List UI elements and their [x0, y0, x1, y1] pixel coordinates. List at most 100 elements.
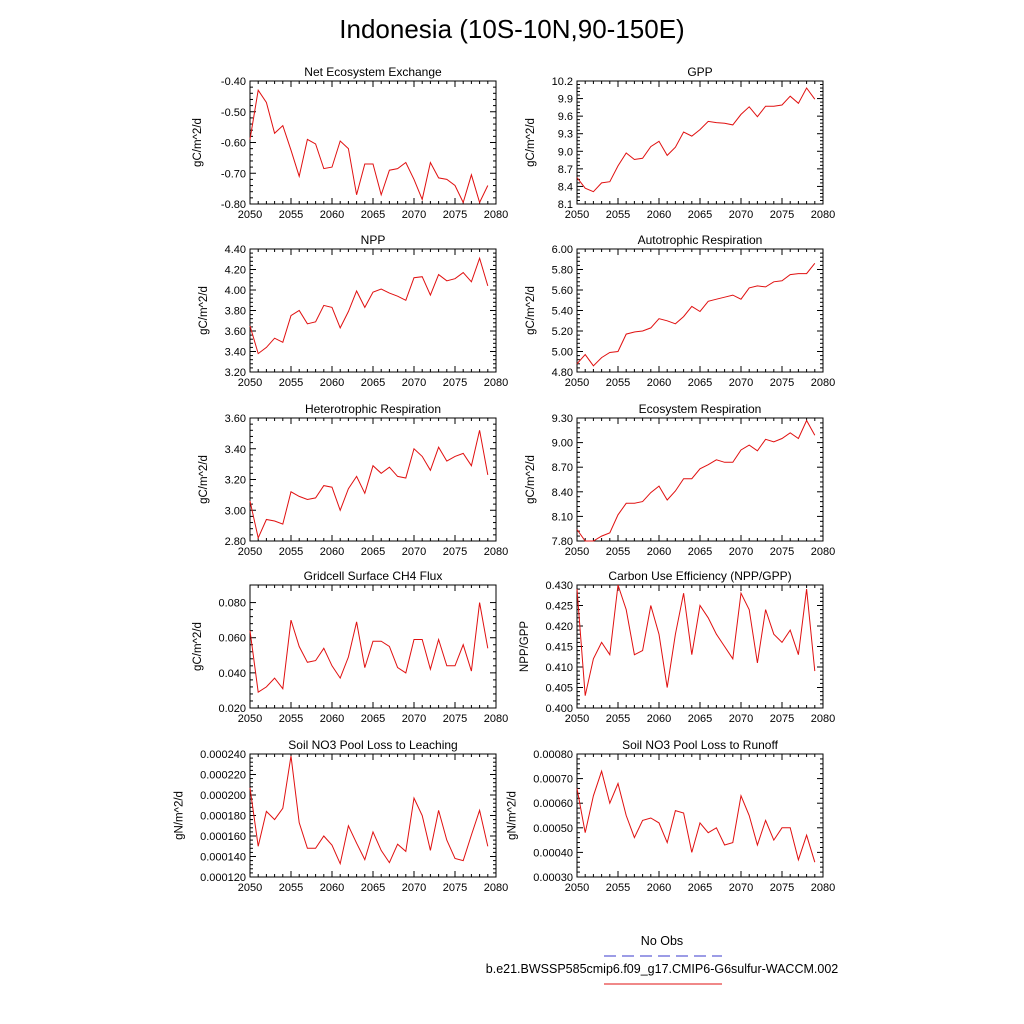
- panel-heterotrophic-respiration-ytick-label: 3.20: [225, 475, 246, 487]
- panel-soil-no3-pool-loss-to-leaching-ylabel: gN/m^2/d: [173, 791, 185, 840]
- panel-gridcell-surface-ch4-flux-xtick-label: 2060: [320, 713, 344, 725]
- panel-npp-xtick-label: 2075: [443, 377, 467, 389]
- panel-npp-title: NPP: [361, 233, 386, 247]
- panel-carbon-use-efficiency-npp-gpp-ylabel: NPP/GPP: [519, 621, 531, 672]
- panel-carbon-use-efficiency-npp-gpp-ytick-label: 0.410: [545, 662, 573, 674]
- panel-npp-ytick-label: 3.20: [225, 367, 246, 379]
- panel-gpp-ytick-label: 10.2: [552, 76, 573, 88]
- panel-npp-ytick-label: 3.40: [225, 347, 246, 359]
- panel-gridcell-surface-ch4-flux-xtick-label: 2070: [402, 713, 426, 725]
- panel-net-ecosystem-exchange-series-line: [249, 88, 489, 204]
- panel-gpp-ytick-label: 9.9: [558, 94, 573, 106]
- panel-gpp-ytick-label: 9.3: [558, 129, 573, 141]
- panel-autotrophic-respiration-frame: [576, 248, 824, 373]
- panel-ecosystem-respiration-ytick-label: 9.00: [552, 438, 573, 450]
- panel-heterotrophic-respiration-ytick-label: 3.40: [225, 444, 246, 456]
- panel-autotrophic-respiration-xtick-label: 2075: [770, 377, 794, 389]
- panel-soil-no3-pool-loss-to-runoff: Soil NO3 Pool Loss to Runoff gN/m^2/d 2050…: [507, 738, 836, 894]
- panel-carbon-use-efficiency-npp-gpp-ytick-label: 0.415: [545, 642, 573, 654]
- panel-gpp-ytick-label: 9.0: [558, 146, 573, 158]
- panel-gridcell-surface-ch4-flux-series-line: [249, 602, 489, 694]
- panel-net-ecosystem-exchange-frame: [249, 80, 497, 205]
- panel-gridcell-surface-ch4-flux: Gridcell Surface CH4 Flux gC/m^2/d 2050 205…: [192, 569, 508, 725]
- panel-heterotrophic-respiration-xtick-label: 2075: [443, 546, 467, 558]
- panel-autotrophic-respiration-xtick-label: 2055: [606, 377, 630, 389]
- panel-gridcell-surface-ch4-flux-frame: [249, 584, 497, 709]
- panel-npp-xtick-label: 2070: [402, 377, 426, 389]
- panel-soil-no3-pool-loss-to-runoff-ytick-label: 0.00080: [533, 749, 573, 761]
- panel-carbon-use-efficiency-npp-gpp-ytick-label: 0.425: [545, 601, 573, 613]
- panel-autotrophic-respiration-ytick-label: 5.80: [552, 265, 573, 277]
- panel-gridcell-surface-ch4-flux-ytick-label: 0.040: [218, 668, 246, 680]
- panel-npp-series-line: [249, 256, 489, 355]
- panel-carbon-use-efficiency-npp-gpp-ytick-label: 0.400: [545, 703, 573, 715]
- panel-npp-xtick-label: 2080: [484, 377, 508, 389]
- panel-soil-no3-pool-loss-to-leaching-title: Soil NO3 Pool Loss to Leaching: [288, 738, 457, 752]
- panel-ecosystem-respiration-ytick-label: 8.40: [552, 487, 573, 499]
- panel-autotrophic-respiration-ytick-label: 5.00: [552, 347, 573, 359]
- panel-heterotrophic-respiration-xtick-label: 2055: [279, 546, 303, 558]
- panel-gridcell-surface-ch4-flux-ytick-label: 0.080: [218, 598, 246, 610]
- panel-soil-no3-pool-loss-to-leaching-ytick-label: 0.000120: [200, 872, 246, 884]
- panel-gpp-xtick-label: 2065: [688, 209, 712, 221]
- panel-gridcell-surface-ch4-flux-xtick-label: 2050: [238, 713, 262, 725]
- panel-npp-xtick-label: 2050: [238, 377, 262, 389]
- panel-carbon-use-efficiency-npp-gpp-ytick-label: 0.420: [545, 621, 573, 633]
- panel-gridcell-surface-ch4-flux-ytick-label: 0.020: [218, 703, 246, 715]
- panel-carbon-use-efficiency-npp-gpp-series-line: [576, 584, 816, 696]
- panel-carbon-use-efficiency-npp-gpp-xtick-label: 2055: [606, 713, 630, 725]
- panel-soil-no3-pool-loss-to-leaching-ytick-label: 0.000200: [200, 790, 246, 802]
- panel-heterotrophic-respiration-xtick-label: 2050: [238, 546, 262, 558]
- panels: Net Ecosystem Exchange gC/m^2/d 2050 2055 20…: [173, 65, 835, 894]
- panel-ecosystem-respiration-ytick-label: 8.70: [552, 462, 573, 474]
- panel-heterotrophic-respiration: Heterotrophic Respiration gC/m^2/d 2050 205…: [198, 402, 508, 558]
- panel-autotrophic-respiration-ytick-label: 5.20: [552, 326, 573, 338]
- panel-heterotrophic-respiration-ytick-label: 3.60: [225, 413, 246, 425]
- panel-net-ecosystem-exchange-ytick-label: -0.40: [221, 76, 246, 88]
- panel-autotrophic-respiration-xtick-label: 2050: [565, 377, 589, 389]
- panel-heterotrophic-respiration-ylabel: gC/m^2/d: [198, 455, 210, 504]
- panel-carbon-use-efficiency-npp-gpp-frame: [576, 584, 824, 709]
- panel-soil-no3-pool-loss-to-leaching-frame: [249, 753, 497, 878]
- legend-obs-label: No Obs: [641, 934, 683, 948]
- panel-soil-no3-pool-loss-to-runoff-xtick-label: 2070: [729, 882, 753, 894]
- panel-soil-no3-pool-loss-to-runoff-series-line: [576, 769, 816, 863]
- panel-carbon-use-efficiency-npp-gpp-xtick-label: 2065: [688, 713, 712, 725]
- panel-ecosystem-respiration: Ecosystem Respiration gC/m^2/d 2050 2055 206…: [525, 402, 835, 558]
- panel-autotrophic-respiration-ylabel: gC/m^2/d: [525, 286, 537, 335]
- panel-gpp-ytick-label: 8.7: [558, 164, 573, 176]
- panel-autotrophic-respiration-xtick-label: 2065: [688, 377, 712, 389]
- panel-soil-no3-pool-loss-to-runoff-ytick-label: 0.00070: [533, 774, 573, 786]
- panel-npp-xtick-label: 2055: [279, 377, 303, 389]
- panel-gridcell-surface-ch4-flux-xtick-label: 2065: [361, 713, 385, 725]
- panel-heterotrophic-respiration-series-line: [249, 430, 489, 540]
- panel-gpp-ytick-label: 8.1: [558, 199, 573, 211]
- panel-gpp-title: GPP: [687, 65, 712, 79]
- panel-soil-no3-pool-loss-to-leaching-xtick-label: 2060: [320, 882, 344, 894]
- panel-ecosystem-respiration-xtick-label: 2075: [770, 546, 794, 558]
- panel-soil-no3-pool-loss-to-leaching-xtick-label: 2055: [279, 882, 303, 894]
- panel-soil-no3-pool-loss-to-runoff-xtick-label: 2065: [688, 882, 712, 894]
- panel-gridcell-surface-ch4-flux-ytick-label: 0.060: [218, 633, 246, 645]
- panel-soil-no3-pool-loss-to-leaching-xtick-label: 2075: [443, 882, 467, 894]
- panel-gpp-ytick-label: 8.4: [558, 181, 573, 193]
- panel-net-ecosystem-exchange-xtick-label: 2060: [320, 209, 344, 221]
- panel-soil-no3-pool-loss-to-leaching-series-line: [249, 755, 489, 866]
- panel-autotrophic-respiration-xtick-label: 2080: [811, 377, 835, 389]
- panel-soil-no3-pool-loss-to-leaching: Soil NO3 Pool Loss to Leaching gN/m^2/d 20…: [173, 738, 508, 894]
- figure-title: Indonesia (10S-10N,90-150E): [339, 14, 684, 44]
- panel-soil-no3-pool-loss-to-runoff-xtick-label: 2050: [565, 882, 589, 894]
- panel-autotrophic-respiration: Autotrophic Respiration gC/m^2/d 2050 2055 2…: [525, 233, 835, 389]
- panel-npp-ylabel: gC/m^2/d: [198, 286, 210, 335]
- panel-npp: NPP gC/m^2/d 2050 2055 2060 2065 2070 2075 2080 3…: [198, 233, 508, 389]
- panel-npp-ytick-label: 4.00: [225, 285, 246, 297]
- panel-net-ecosystem-exchange-title: Net Ecosystem Exchange: [304, 65, 442, 79]
- panel-gpp-xtick-label: 2060: [647, 209, 671, 221]
- panel-net-ecosystem-exchange-xtick-label: 2050: [238, 209, 262, 221]
- panel-gridcell-surface-ch4-flux-xtick-label: 2075: [443, 713, 467, 725]
- panel-soil-no3-pool-loss-to-leaching-ytick-label: 0.000240: [200, 749, 246, 761]
- panel-carbon-use-efficiency-npp-gpp-xtick-label: 2070: [729, 713, 753, 725]
- panel-net-ecosystem-exchange-ytick-label: -0.50: [221, 107, 246, 119]
- panel-soil-no3-pool-loss-to-leaching-ytick-label: 0.000140: [200, 852, 246, 864]
